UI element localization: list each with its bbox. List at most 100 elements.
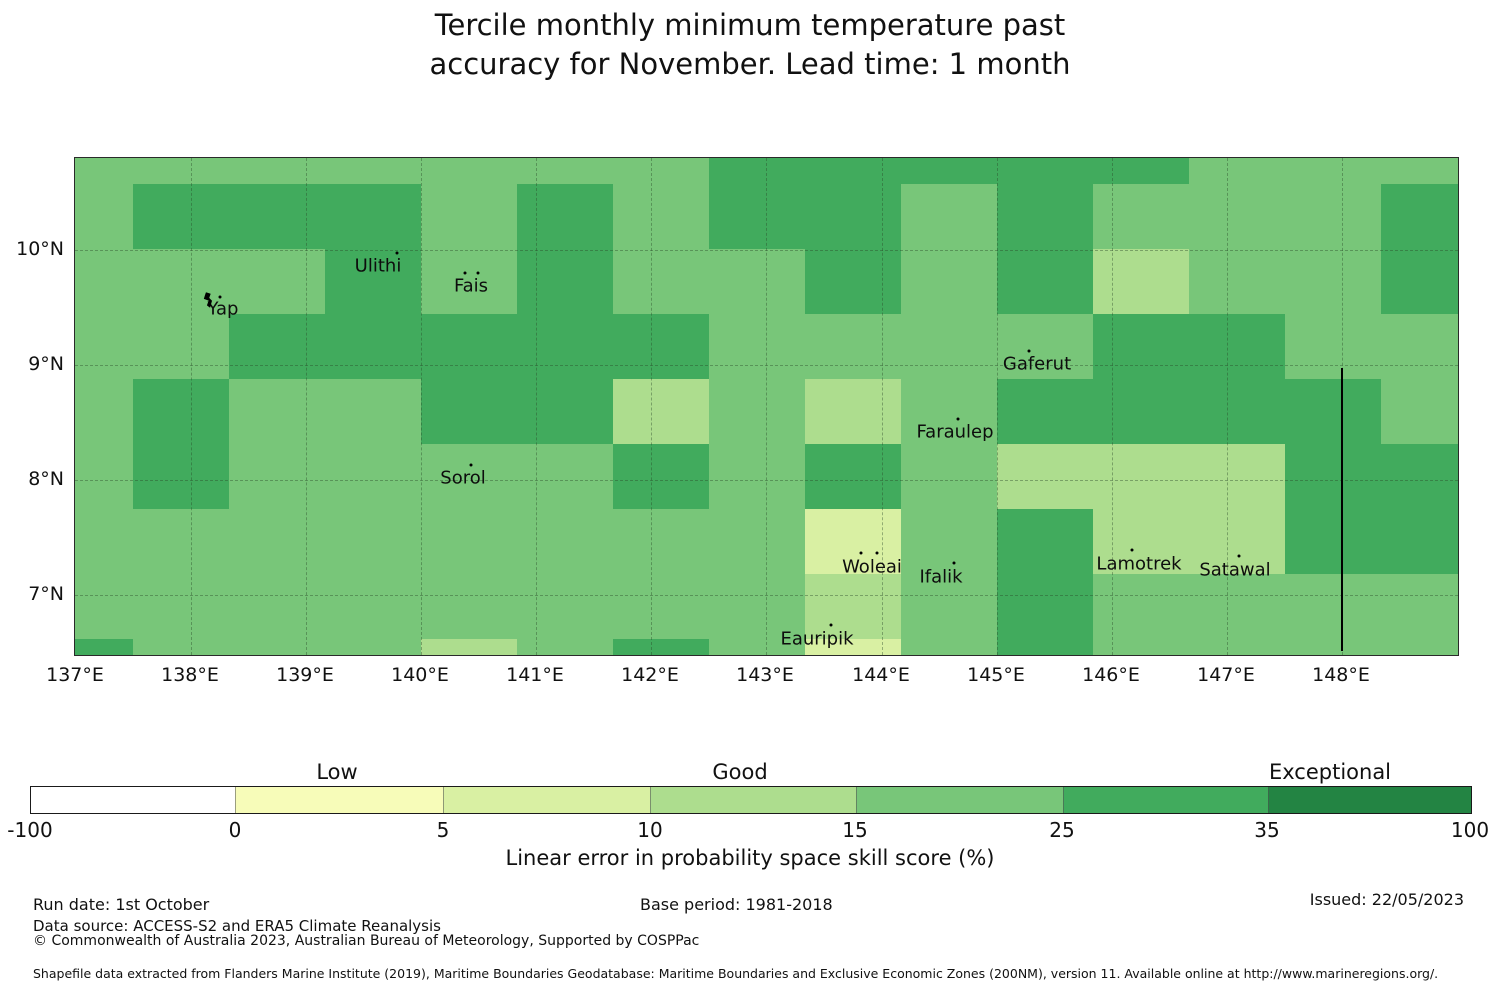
latitude-gridline <box>75 595 1458 596</box>
map-cell <box>133 314 229 379</box>
island-label-ifalik: Ifalik <box>919 566 963 588</box>
issued-date-text: Issued: 22/05/2023 <box>1309 890 1464 909</box>
map-cell <box>325 184 421 249</box>
map-cell <box>75 184 133 249</box>
map-cell <box>75 249 133 314</box>
longitude-gridline <box>536 158 537 655</box>
map-cell <box>229 509 325 574</box>
map-cell <box>1381 509 1458 574</box>
island-marker-dot <box>952 561 956 565</box>
map-cell <box>1381 444 1458 509</box>
colorbar-tick-0: 0 <box>228 818 242 842</box>
map-cell <box>75 379 133 444</box>
map-cell <box>517 379 613 444</box>
map-cell <box>133 379 229 444</box>
longitude-gridline <box>1112 158 1113 655</box>
map-cell <box>75 158 133 184</box>
map-cell <box>1285 158 1381 184</box>
x-tick-145°E: 145°E <box>967 664 1025 686</box>
y-tick-9°N: 9°N <box>28 353 64 375</box>
map-cell <box>709 444 805 509</box>
colorbar-segment-15-to-25 <box>855 787 1063 813</box>
map-cell <box>1285 184 1381 249</box>
map-cell <box>75 639 133 655</box>
latitude-gridline <box>75 250 1458 251</box>
map-cell <box>1285 314 1381 379</box>
island-marker-dot <box>395 251 399 255</box>
map-cell <box>1093 574 1189 639</box>
colorbar-segment-5-to-10 <box>443 787 651 813</box>
latitude-gridline <box>75 365 1458 366</box>
map-cell <box>901 184 997 249</box>
map-cell <box>1189 184 1285 249</box>
chart-title: Tercile monthly minimum temperature past… <box>0 6 1500 84</box>
colorbar-segment-35-to-100 <box>1267 787 1471 813</box>
island-label-faraulep: Faraulep <box>916 421 994 443</box>
x-tick-144°E: 144°E <box>852 664 910 686</box>
island-marker-dot <box>469 463 473 467</box>
x-tick-147°E: 147°E <box>1197 664 1255 686</box>
maritime-boundary-line <box>1341 368 1343 651</box>
map-cell <box>1381 158 1458 184</box>
map-cell <box>325 314 421 379</box>
chart-title-line1: Tercile monthly minimum temperature past <box>434 8 1066 42</box>
map-cell <box>613 184 709 249</box>
map-cell <box>1285 509 1381 574</box>
longitude-gridline <box>997 158 998 655</box>
colorbar-tick-100: 100 <box>1450 818 1490 842</box>
map-cell <box>75 509 133 574</box>
map-cell <box>325 509 421 574</box>
map-cell <box>325 379 421 444</box>
map-cell <box>75 314 133 379</box>
island-marker-dot <box>218 295 222 299</box>
map-cell <box>1093 184 1189 249</box>
map-cell <box>1189 639 1285 655</box>
map-cell <box>613 379 709 444</box>
x-tick-141°E: 141°E <box>506 664 564 686</box>
map-cell <box>805 444 901 509</box>
map-cell <box>229 574 325 639</box>
colorbar-axis-label: Linear error in probability space skill … <box>505 846 995 870</box>
x-tick-138°E: 138°E <box>161 664 219 686</box>
map-cell <box>1189 444 1285 509</box>
map-cell <box>997 379 1093 444</box>
map-cell <box>805 184 901 249</box>
map-cell <box>709 314 805 379</box>
map-cell <box>1189 509 1285 574</box>
island-label-yap: Yap <box>207 298 239 320</box>
map-cell <box>1381 184 1458 249</box>
longitude-gridline <box>191 158 192 655</box>
map-cell <box>1285 379 1381 444</box>
map-cell <box>517 444 613 509</box>
map-cell <box>709 184 805 249</box>
longitude-gridline <box>882 158 883 655</box>
colorbar-category-exceptional: Exceptional <box>1268 760 1392 784</box>
map-cell <box>1189 314 1285 379</box>
map-cell <box>421 314 517 379</box>
map-cell <box>805 158 901 184</box>
x-tick-143°E: 143°E <box>736 664 794 686</box>
shapefile-note-text: Shapefile data extracted from Flanders M… <box>33 966 1439 981</box>
colorbar-tick-15: 15 <box>842 818 868 842</box>
y-tick-8°N: 8°N <box>28 468 64 490</box>
map-cell <box>421 249 517 314</box>
longitude-gridline <box>421 158 422 655</box>
longitude-gridline <box>651 158 652 655</box>
colorbar-segment-25-to-35 <box>1062 787 1268 813</box>
longitude-gridline <box>1227 158 1228 655</box>
map-cell <box>229 158 325 184</box>
map-cell <box>1381 314 1458 379</box>
map-cell <box>613 444 709 509</box>
map-cell <box>1381 249 1458 314</box>
map-cell <box>709 249 805 314</box>
map-cell <box>1285 639 1381 655</box>
base-period-text: Base period: 1981-2018 <box>640 895 833 914</box>
chart-title-line2: accuracy for November. Lead time: 1 mont… <box>429 47 1071 81</box>
map-cell <box>75 574 133 639</box>
colorbar-category-low: Low <box>316 760 358 784</box>
map-cell <box>325 574 421 639</box>
island-label-lamotrek: Lamotrek <box>1096 553 1182 575</box>
map-plot-area: Yap Ulithi Fais Sorol Gaferut Faraulep Woleai I… <box>74 157 1459 656</box>
island-marker-dot <box>1027 349 1031 353</box>
map-cell <box>901 509 997 574</box>
